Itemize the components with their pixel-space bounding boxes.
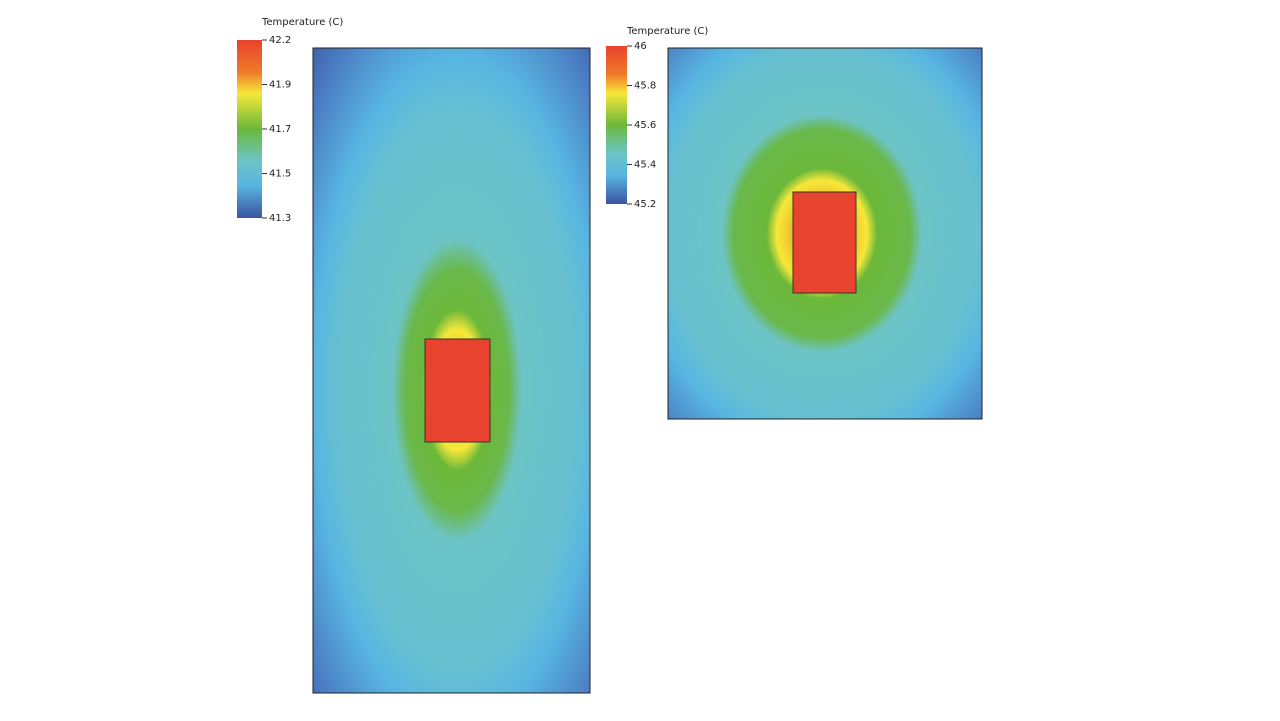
colorbar (606, 46, 627, 204)
colorbar-tick-label: 41.7 (269, 124, 291, 135)
colorbar-tick-label: 45.2 (634, 199, 656, 210)
heat-source (792, 191, 857, 294)
colorbar-tick-label: 42.2 (269, 35, 291, 46)
colorbar-tick-label: 46 (634, 41, 647, 52)
colorbar-title: Temperature (C) (626, 26, 708, 37)
colorbar (237, 40, 262, 218)
colorbar-ticks: 42.2 41.9 41.7 41.5 41.3 (262, 35, 291, 224)
colorbar-tick-label: 41.9 (269, 80, 291, 91)
heat-source (424, 338, 491, 443)
colorbar-tick-label: 41.3 (269, 213, 291, 224)
colorbar-tick-label: 45.6 (634, 120, 656, 131)
colorbar-ticks: 46 45.8 45.6 45.4 45.2 (627, 41, 656, 210)
colorbar-tick-label: 45.4 (634, 160, 656, 171)
colorbar-tick-label: 41.5 (269, 169, 291, 180)
colorbar-tick-label: 45.8 (634, 81, 656, 92)
colorbar-title: Temperature (C) (261, 17, 343, 28)
